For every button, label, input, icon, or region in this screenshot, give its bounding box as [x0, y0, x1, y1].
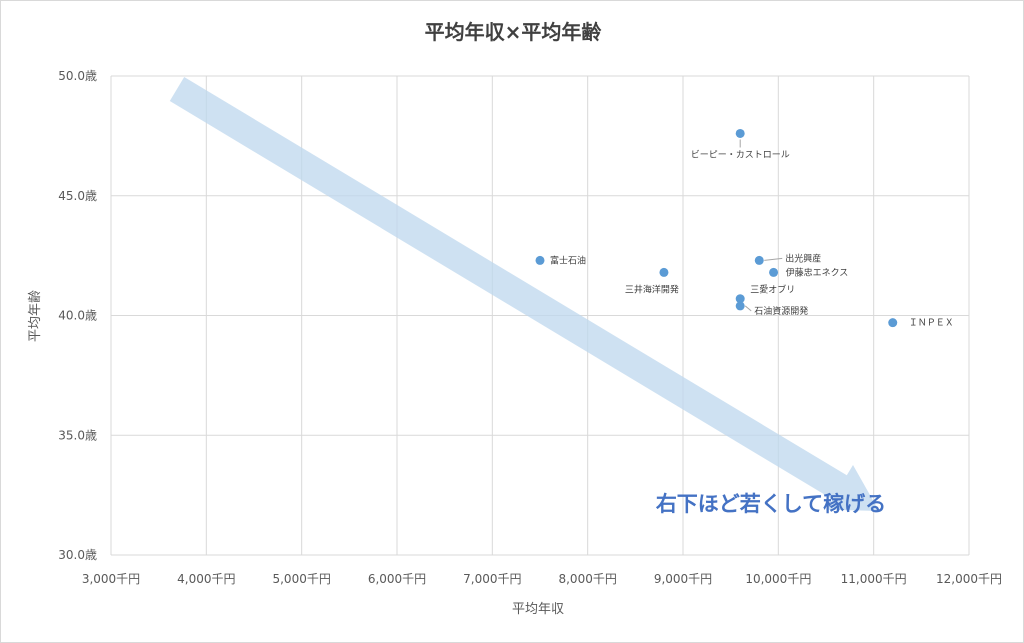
point-label: 富士石油 [550, 254, 586, 266]
trend-arrow-shape [169, 77, 880, 511]
x-tick-label: 8,000千円 [558, 572, 616, 586]
point-label: ビーピー・カストロール [691, 149, 790, 160]
scatter-point [754, 255, 764, 265]
chart-title: 平均年収×平均年齢 [425, 20, 603, 44]
x-tick-label: 9,000千円 [654, 572, 712, 586]
label-leader-line [744, 305, 752, 312]
point-label: 三愛オブリ [750, 284, 795, 296]
scatter-point [735, 128, 745, 138]
scatter-point [769, 267, 779, 277]
x-tick-label: 6,000千円 [368, 572, 426, 586]
y-tick-label: 35.0歳 [58, 428, 97, 442]
x-tick-label: 4,000千円 [177, 572, 235, 586]
y-tick-label: 40.0歳 [58, 309, 97, 323]
y-axis-ticks: 30.0歳 35.0歳 40.0歳 45.0歳 50.0歳 [58, 69, 97, 562]
point-label: 石油資源開発 [754, 305, 808, 317]
point-label: 三井海洋開発 [625, 283, 679, 295]
point-label: 出光興産 [785, 252, 821, 264]
point-label: ＩＮＰＥＸ [909, 319, 954, 329]
scatter-point [659, 267, 669, 277]
label-leader-line [764, 257, 783, 261]
annotation-text: 右下ほど若くして稼げる [656, 492, 886, 516]
x-tick-label: 5,000千円 [272, 572, 330, 586]
x-tick-label: 7,000千円 [463, 572, 521, 586]
x-tick-label: 10,000千円 [745, 572, 811, 586]
point-label: 伊藤忠エネクス [786, 266, 849, 278]
y-tick-label: 50.0歳 [58, 69, 97, 83]
y-tick-label: 30.0歳 [58, 548, 97, 562]
y-tick-label: 45.0歳 [58, 189, 97, 203]
data-points [535, 128, 898, 328]
trend-arrow [169, 77, 880, 511]
x-tick-label: 3,000千円 [82, 572, 140, 586]
x-axis-title: 平均年収 [512, 602, 564, 617]
scatter-point [735, 294, 745, 304]
x-tick-label: 11,000千円 [841, 572, 907, 586]
x-tick-label: 12,000千円 [936, 572, 1002, 586]
scatter-point [535, 255, 545, 265]
scatter-point [735, 301, 745, 311]
scatter-point [888, 318, 898, 328]
y-axis-title: 平均年齢 [28, 290, 43, 342]
x-axis-ticks: 3,000千円 4,000千円 5,000千円 6,000千円 7,000千円 8,000… [82, 572, 1002, 586]
